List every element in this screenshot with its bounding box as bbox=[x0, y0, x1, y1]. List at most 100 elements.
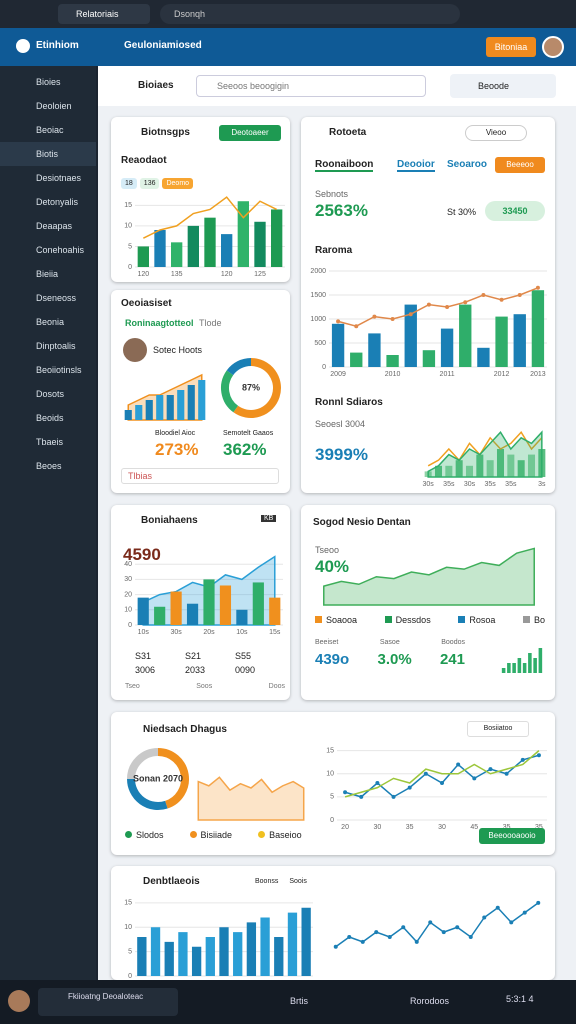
point bbox=[359, 794, 364, 799]
point bbox=[536, 900, 541, 905]
stat-label: Bloodiel Aioc bbox=[155, 430, 196, 437]
nav-item[interactable]: Beonia bbox=[36, 317, 65, 327]
nav-item[interactable]: Beoids bbox=[36, 413, 64, 423]
nav-item[interactable]: Dinptoalis bbox=[36, 341, 76, 351]
bar bbox=[154, 606, 166, 625]
user[interactable]: Beoode bbox=[450, 74, 556, 98]
nav-item[interactable]: Deaapas bbox=[36, 221, 73, 231]
legend: S31 S21 S55 3006 2033 0090 bbox=[135, 651, 285, 675]
header-button[interactable]: Bitoniaa bbox=[486, 37, 536, 57]
point bbox=[522, 910, 527, 915]
card-title: Rotoeta bbox=[329, 127, 367, 138]
taskbar-item[interactable]: Rorodoos bbox=[410, 996, 450, 1006]
bar bbox=[434, 465, 443, 477]
y-tick-label: 15 bbox=[124, 900, 132, 907]
card: Boniahaens KB 4590 0 10 20 30 40 10s 30s 20s 10s… bbox=[111, 505, 290, 700]
bar bbox=[178, 932, 188, 976]
bar bbox=[205, 937, 215, 976]
chip: 136 bbox=[139, 178, 160, 189]
nav-item[interactable]: Bieiia bbox=[36, 269, 59, 279]
nav-item[interactable]: Bioies bbox=[36, 77, 61, 87]
section-title: Raroma bbox=[315, 245, 353, 256]
point bbox=[428, 920, 433, 925]
bar bbox=[204, 217, 216, 267]
bar bbox=[164, 941, 174, 976]
point bbox=[375, 781, 380, 785]
bar bbox=[440, 328, 454, 367]
taskbar-item[interactable]: Brtis bbox=[290, 996, 308, 1006]
stats: 439o 3.0% 241 bbox=[315, 651, 465, 668]
bar bbox=[459, 304, 472, 367]
button[interactable]: Deotoaeer bbox=[219, 125, 281, 141]
stat-labels: Beeiset Sasoe Boodos bbox=[315, 639, 465, 646]
x-tick-label: 30s bbox=[170, 629, 182, 636]
app-header: Etinhiom Geuloniamiosed Bitoniaa bbox=[0, 28, 576, 66]
nav-item[interactable]: Deoloien bbox=[36, 101, 72, 111]
browser-tab[interactable]: Relatoriais bbox=[58, 4, 150, 24]
area bbox=[427, 430, 543, 478]
button[interactable]: Beeeoo bbox=[495, 157, 545, 173]
stat: 3.0% bbox=[377, 651, 412, 668]
card: Biotnsgps Deotoaeer Reaodaot 18 136 Deomo … bbox=[111, 117, 290, 282]
card: Denbtlaeois Boonss Soois 0 5 10 15 bbox=[111, 866, 555, 980]
bar bbox=[496, 449, 505, 477]
donut-slice bbox=[127, 748, 159, 780]
y-tick-label: 10 bbox=[124, 607, 132, 614]
bar bbox=[331, 323, 345, 367]
point bbox=[504, 771, 509, 776]
bar bbox=[154, 230, 166, 267]
point bbox=[509, 920, 514, 925]
point bbox=[441, 930, 446, 935]
nav-item[interactable]: Dosots bbox=[36, 389, 65, 399]
x-tick-label: 35 bbox=[406, 824, 414, 831]
bar bbox=[531, 290, 545, 367]
nav-item[interactable]: Beoes bbox=[36, 461, 62, 471]
x-tick-label: 20s bbox=[203, 629, 215, 636]
nav-item[interactable]: Conehoahis bbox=[36, 245, 85, 255]
search[interactable]: Seeoos beoogigin bbox=[196, 75, 426, 97]
point bbox=[472, 776, 477, 781]
tab[interactable]: Seoaroo bbox=[447, 159, 488, 170]
bar bbox=[422, 350, 436, 367]
chart: 0 5 10 15 20 30 35 30 45 35 35 bbox=[326, 747, 547, 831]
line bbox=[344, 750, 540, 798]
bar bbox=[150, 927, 161, 976]
chip[interactable]: Bosiiatoo bbox=[467, 721, 529, 737]
donut-center: 87% bbox=[242, 382, 260, 392]
chart bbox=[197, 776, 305, 821]
nav-item[interactable]: Desiotnaes bbox=[36, 173, 82, 183]
button[interactable]: Beeoooaooio bbox=[479, 828, 545, 844]
tab[interactable]: Deooior bbox=[397, 159, 435, 172]
donut-slice bbox=[127, 778, 168, 810]
nav-item[interactable]: Detonyalis bbox=[36, 197, 79, 207]
legend-label: Bisiiade bbox=[200, 830, 233, 840]
line bbox=[337, 287, 539, 327]
tab[interactable]: Roonaiboon bbox=[315, 159, 374, 172]
address-bar[interactable]: Dsonqh bbox=[160, 4, 460, 24]
nav-item[interactable]: Biotis bbox=[0, 142, 96, 166]
bar bbox=[145, 400, 153, 420]
taskbar-app[interactable]: Fkiioatng Deoaloteac bbox=[38, 988, 178, 1016]
bar bbox=[533, 658, 537, 673]
bar bbox=[386, 355, 399, 367]
chip: Soois bbox=[289, 878, 307, 885]
y-tick-label: 0 bbox=[128, 622, 132, 629]
donut-center: Sonan 2070 bbox=[133, 773, 183, 783]
bar bbox=[495, 316, 508, 367]
toggle[interactable]: Vieoo bbox=[465, 125, 527, 141]
avatar[interactable] bbox=[542, 36, 564, 58]
nav-item[interactable]: Dseneoss bbox=[36, 293, 77, 303]
y-tick-label: 5 bbox=[128, 948, 132, 955]
nav-item[interactable]: Beoiiotinsls bbox=[36, 365, 82, 375]
x-tick-label: 30s bbox=[464, 481, 476, 488]
legend-item: 2033 bbox=[185, 665, 206, 675]
nav-item[interactable]: Beoiac bbox=[36, 125, 64, 135]
legend-swatch bbox=[384, 616, 392, 623]
footer[interactable]: Tlbias bbox=[121, 468, 279, 484]
bar bbox=[501, 668, 506, 673]
point bbox=[426, 302, 431, 307]
line bbox=[427, 430, 543, 467]
x-tick-label: 2010 bbox=[385, 371, 401, 378]
legend-item: 3006 bbox=[135, 665, 156, 675]
nav-item[interactable]: Tbaeis bbox=[36, 437, 64, 447]
